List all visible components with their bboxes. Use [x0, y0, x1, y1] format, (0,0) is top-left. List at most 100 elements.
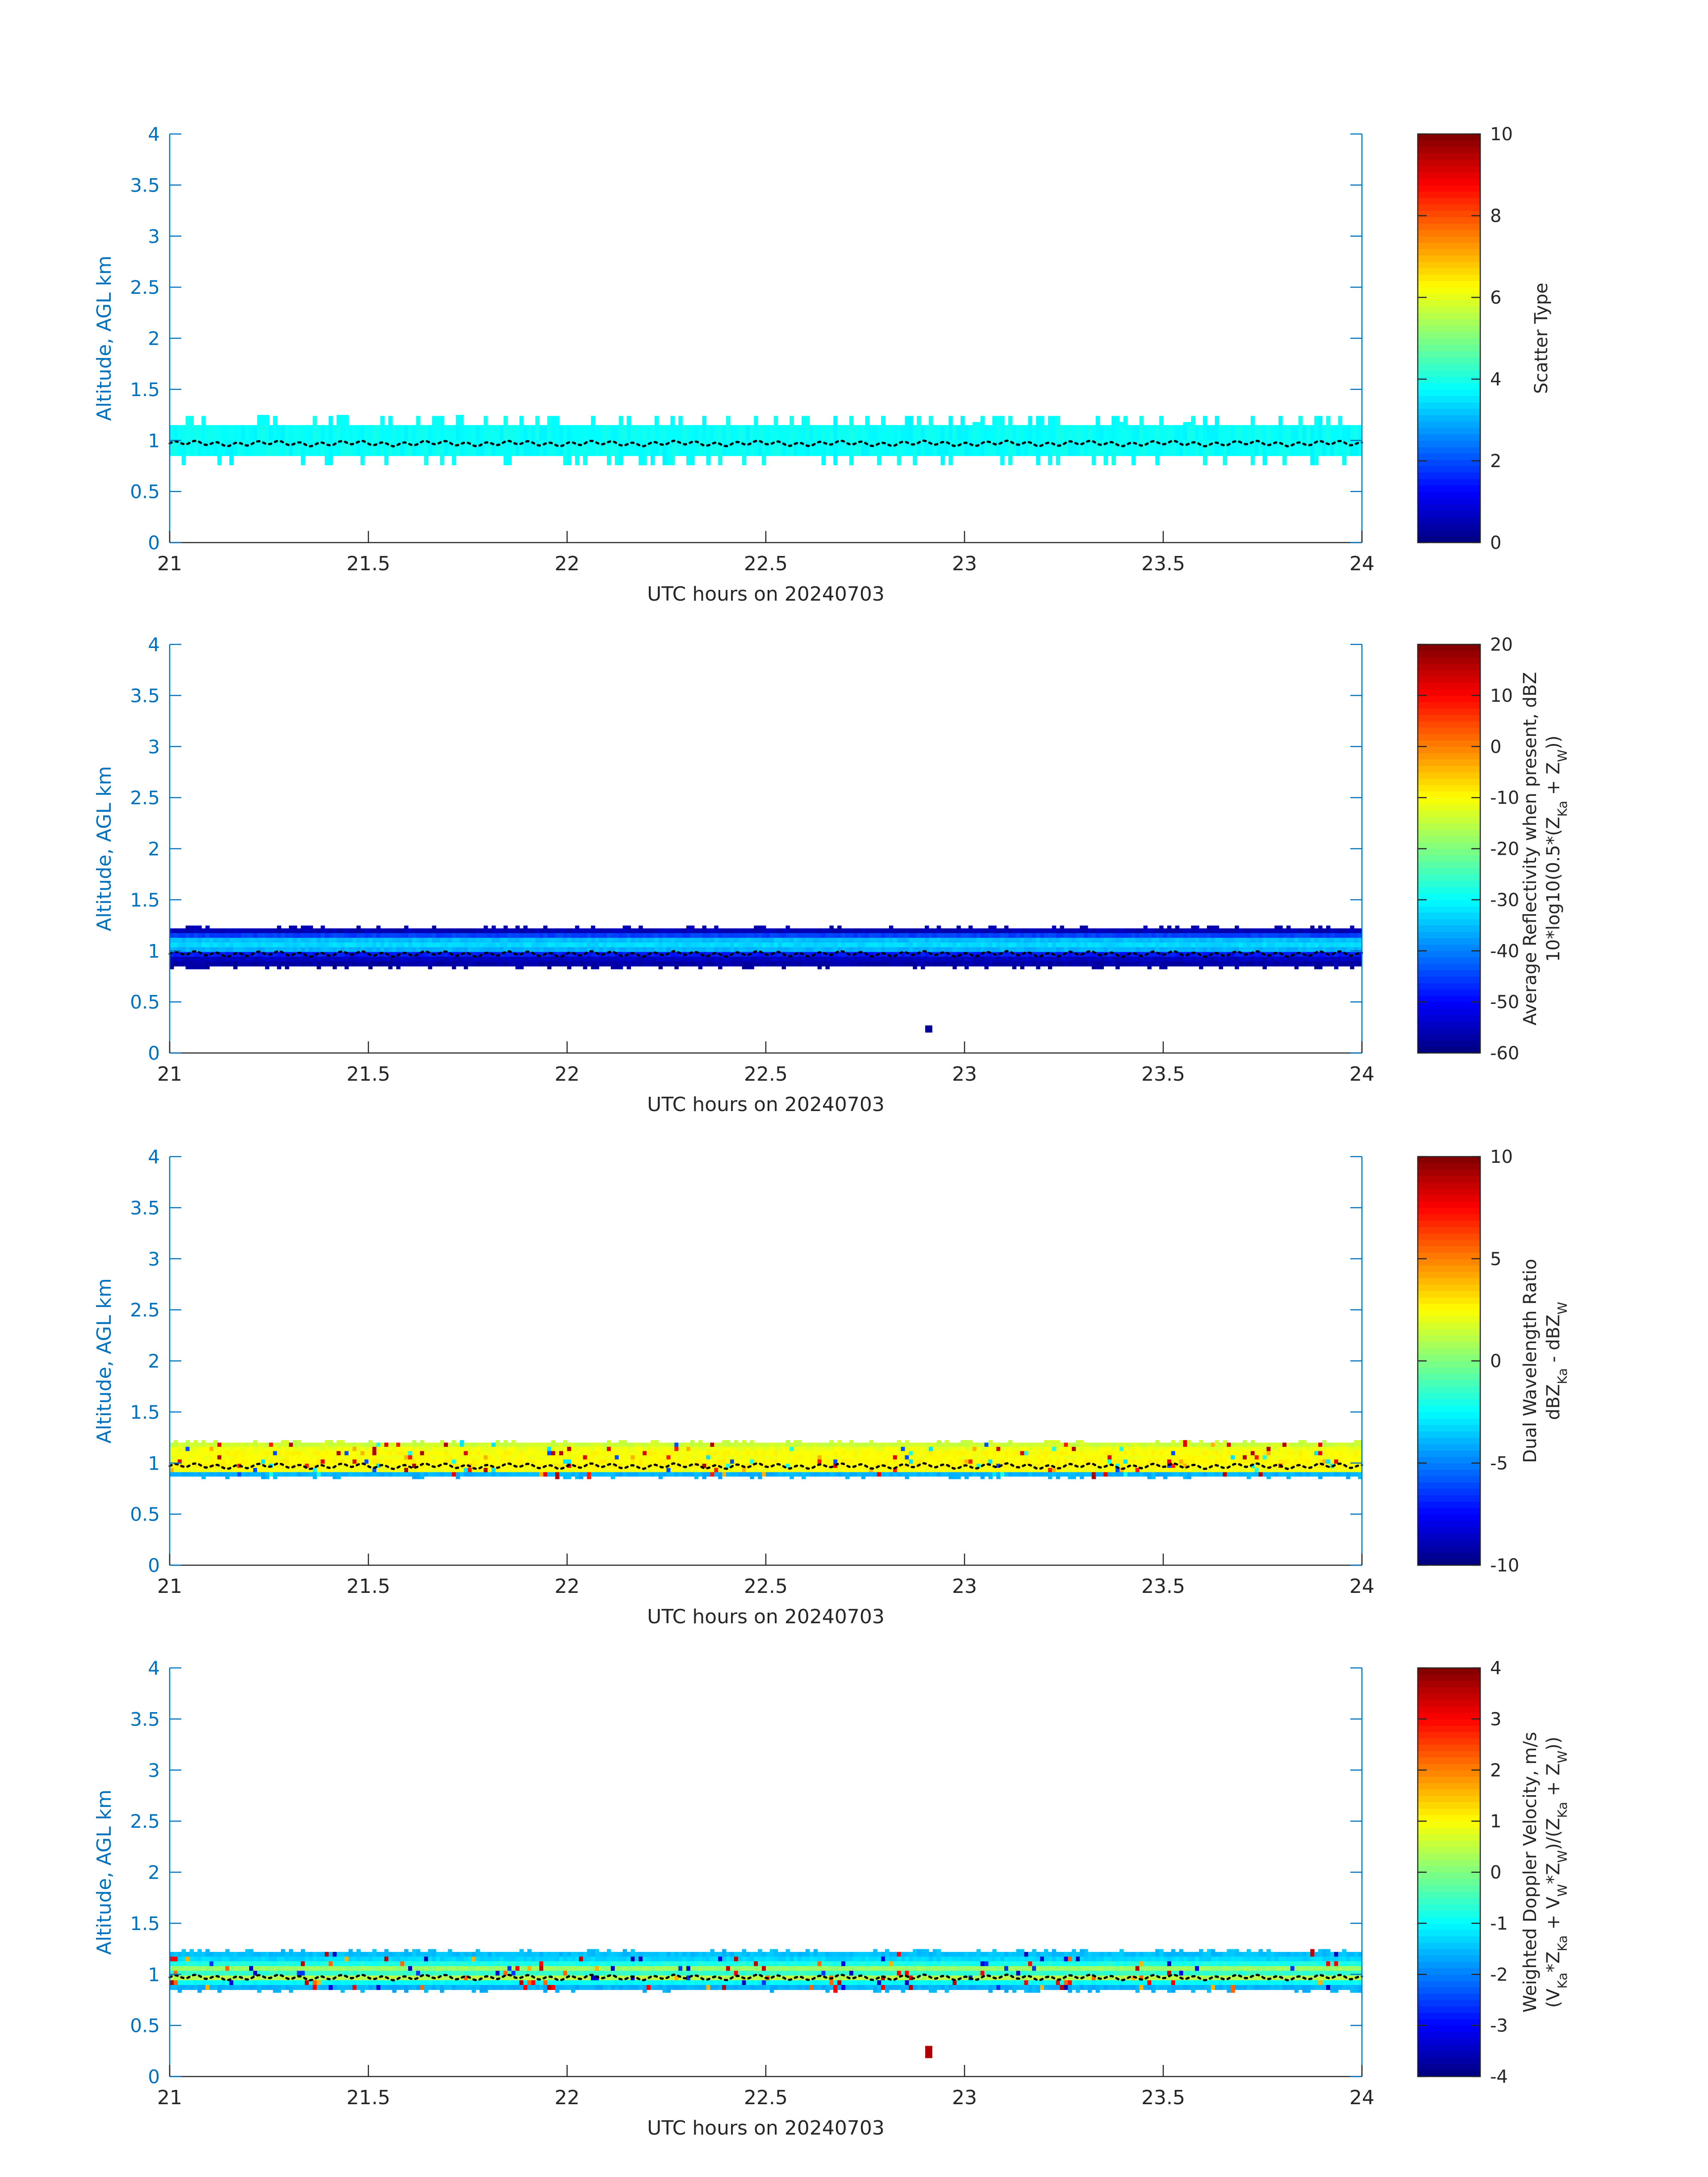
heatmap-cell	[718, 942, 722, 948]
heatmap-cell	[170, 1455, 174, 1460]
heatmap-cell	[1195, 440, 1199, 456]
heatmap-cell	[730, 957, 735, 962]
heatmap-cell	[789, 947, 794, 953]
heatmap-cell	[626, 925, 631, 934]
colorbar-segment	[1418, 842, 1480, 849]
heatmap-cell	[507, 1446, 512, 1451]
heatmap-cell	[444, 957, 448, 962]
heatmap-cell	[455, 440, 460, 456]
heatmap-cell	[507, 928, 512, 934]
heatmap-cell	[738, 1451, 743, 1456]
heatmap-cell	[221, 1442, 226, 1447]
heatmap-cell	[559, 1468, 564, 1473]
heatmap-cell	[527, 425, 532, 441]
heatmap-cell	[404, 947, 409, 953]
heatmap-cell	[905, 947, 909, 953]
heatmap-cell	[853, 942, 858, 948]
heatmap-cell	[925, 1451, 929, 1456]
heatmap-cell	[666, 1451, 671, 1456]
heatmap-cell	[480, 938, 484, 943]
heatmap-cell	[925, 440, 929, 456]
heatmap-cell	[476, 928, 480, 934]
heatmap-cell	[189, 961, 194, 969]
heatmap-cell	[1004, 1455, 1009, 1460]
heatmap-cell	[317, 933, 321, 938]
heatmap-cell	[499, 440, 504, 456]
heatmap-cell	[567, 942, 572, 948]
heatmap-cell	[817, 952, 822, 957]
heatmap-cell	[448, 928, 452, 934]
heatmap-cell	[170, 952, 174, 957]
heatmap-cell	[472, 928, 476, 934]
heatmap-cell	[432, 416, 436, 441]
heatmap-cell	[988, 942, 993, 948]
colorbar-segment	[1418, 1034, 1480, 1040]
heatmap-cell	[241, 425, 246, 441]
heatmap-cell	[813, 961, 818, 967]
heatmap-cell	[245, 942, 250, 948]
heatmap-cell	[972, 952, 977, 957]
heatmap-cell	[181, 938, 186, 943]
heatmap-cell	[610, 1446, 615, 1451]
heatmap-cell	[702, 947, 707, 953]
heatmap-cell	[1183, 425, 1187, 441]
heatmap-cell	[1159, 952, 1164, 957]
heatmap-cell	[384, 1468, 389, 1473]
heatmap-cell	[666, 1442, 671, 1447]
heatmap-cell	[686, 1446, 691, 1451]
heatmap-cell	[527, 961, 532, 967]
heatmap-cell	[893, 1446, 898, 1451]
heatmap-cell	[865, 1468, 869, 1473]
heatmap-cell	[829, 1472, 834, 1477]
heatmap-cell	[1072, 961, 1076, 967]
heatmap-cell	[292, 1468, 297, 1473]
heatmap-cell	[579, 1455, 584, 1460]
heatmap-cell	[313, 928, 317, 934]
heatmap-cell	[575, 925, 580, 934]
heatmap-cell	[940, 1455, 945, 1460]
heatmap-cell	[885, 938, 889, 943]
heatmap-cell	[825, 957, 830, 962]
heatmap-cell	[821, 938, 826, 943]
heatmap-cell	[340, 1463, 345, 1468]
heatmap-cell	[1358, 928, 1362, 934]
heatmap-cell	[277, 1446, 281, 1451]
heatmap-cell	[213, 1468, 218, 1473]
heatmap-cell	[1322, 957, 1327, 962]
heatmap-cell	[881, 1459, 885, 1464]
heatmap-cell	[909, 1463, 913, 1468]
heatmap-cell	[535, 1451, 540, 1456]
heatmap-cell	[305, 1442, 309, 1447]
heatmap-cell	[877, 425, 881, 441]
heatmap-cell	[639, 952, 643, 957]
heatmap-cell	[332, 1455, 337, 1460]
heatmap-cell	[1330, 440, 1335, 456]
heatmap-cell	[1223, 440, 1227, 465]
heatmap-cell	[1119, 952, 1124, 957]
heatmap-cell	[1147, 947, 1152, 953]
heatmap-cell	[440, 938, 444, 943]
heatmap-cell	[762, 1451, 766, 1456]
heatmap-cell	[587, 1451, 591, 1456]
heatmap-cell	[313, 1442, 317, 1447]
heatmap-cell	[1131, 933, 1136, 938]
heatmap-cell	[917, 928, 921, 934]
heatmap-cell	[543, 942, 548, 948]
heatmap-cell	[618, 1440, 623, 1447]
heatmap-cell	[1155, 952, 1160, 957]
heatmap-cell	[595, 1446, 599, 1451]
heatmap-cell	[388, 1463, 393, 1468]
heatmap-cell	[249, 1442, 254, 1447]
heatmap-cell	[476, 957, 480, 962]
heatmap-cell	[730, 1451, 735, 1456]
heatmap-cell	[285, 1446, 289, 1451]
heatmap-cell	[1139, 947, 1144, 953]
heatmap-cell	[921, 942, 925, 948]
heatmap-cell	[436, 1459, 440, 1464]
heatmap-cell	[575, 942, 580, 948]
heatmap-cell	[837, 938, 842, 943]
heatmap-cell	[221, 1451, 226, 1456]
heatmap-cell	[229, 961, 234, 967]
x-tick-label: 21	[157, 552, 182, 575]
colorbar-segment	[1418, 517, 1480, 524]
